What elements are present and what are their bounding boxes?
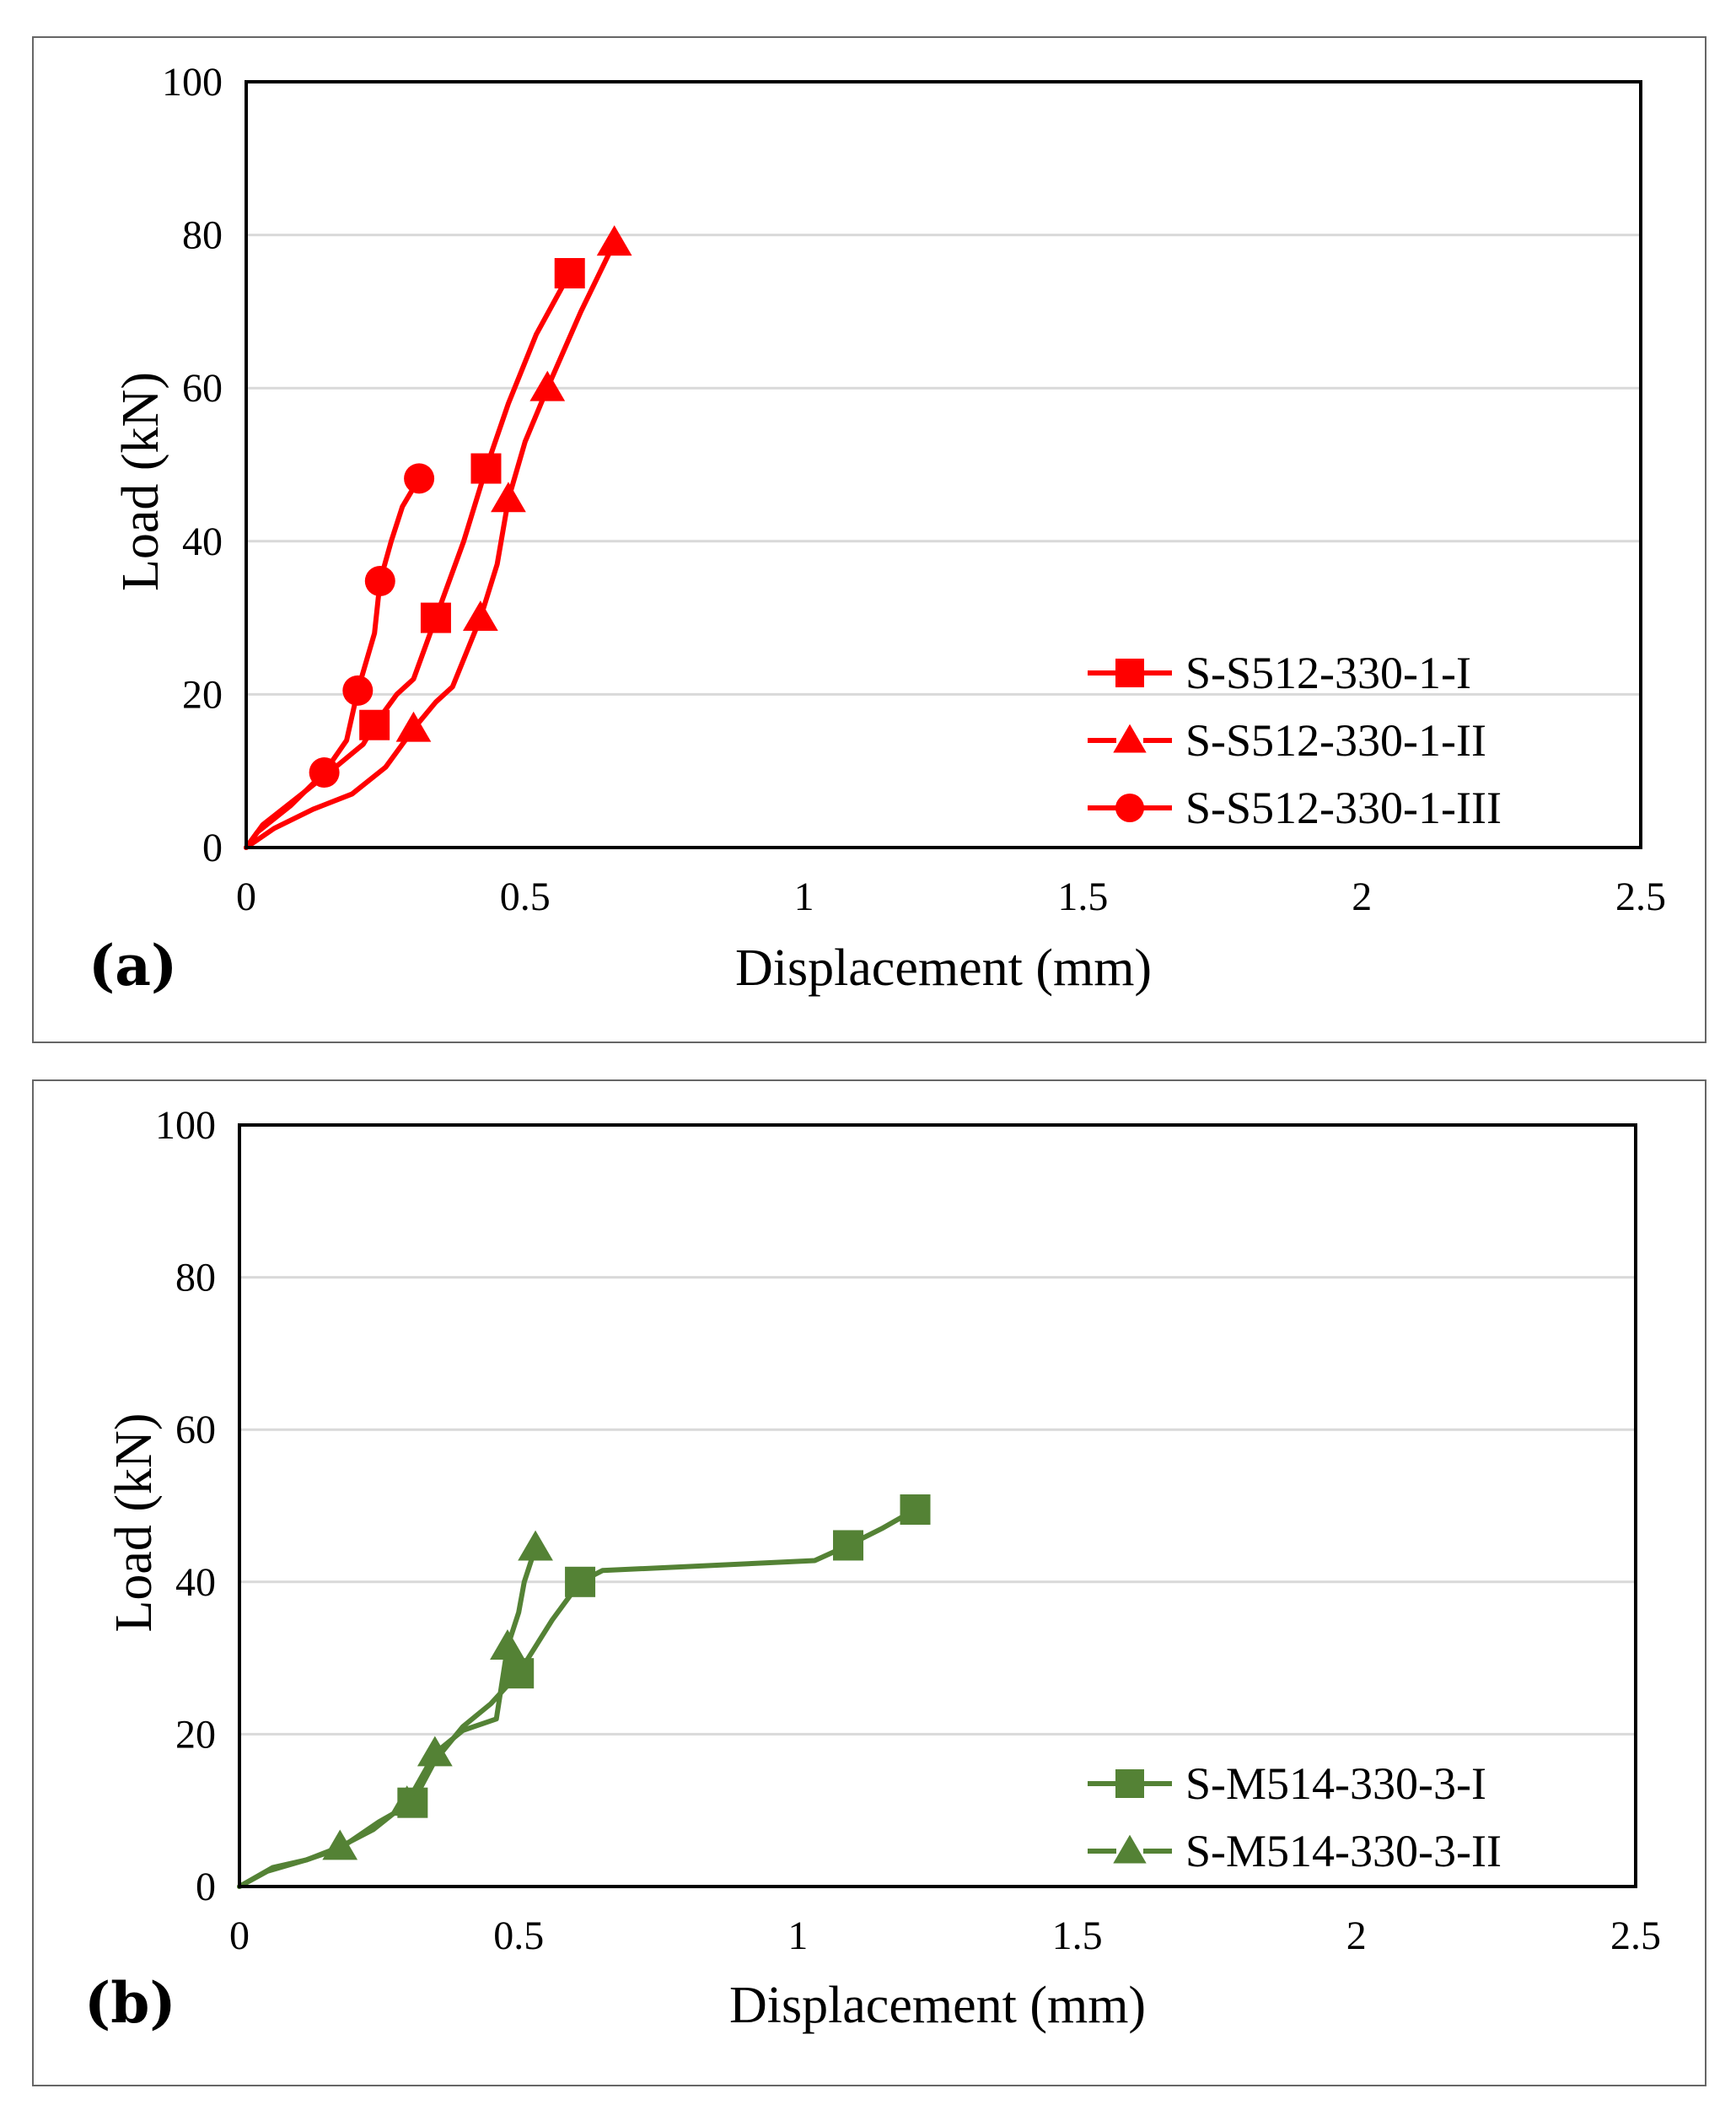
data-point-square <box>470 453 502 484</box>
data-point-square <box>900 1494 931 1526</box>
panel-b-y-tick-label: 0 <box>196 1865 216 1909</box>
panel-b-legend: S-M514-330-3-I S-M514-330-3-II <box>1088 1758 1502 1876</box>
panel-a-x-tick-label: 2 <box>1352 875 1372 919</box>
data-point-triangle <box>395 711 432 742</box>
panel-a-x-tick-label: 2.5 <box>1615 875 1666 919</box>
panel-b-gridlines <box>239 1276 1636 1736</box>
series-line-2 <box>244 240 617 850</box>
panel-b-x-axis-title: Displacement (mm) <box>729 1977 1146 2034</box>
panel-b-x-tick-label: 0.5 <box>493 1914 544 1958</box>
data-point-triangle <box>529 370 566 401</box>
panel-a-legend: S-S512-330-1-I S-S512-330-1-II S-S512-33… <box>1088 648 1502 833</box>
panel-a-border <box>32 36 1706 1043</box>
panel-b: 0 20 40 60 80 100 0 0.5 1 1.5 2 2.5 Disp… <box>32 1079 1706 2086</box>
data-point-circle <box>342 675 374 706</box>
legend-marker <box>1113 1834 1147 1864</box>
legend-marker <box>1115 794 1144 822</box>
panel-b-x-tick-label: 1 <box>787 1914 808 1958</box>
legend-label: S-M514-330-3-I <box>1185 1758 1486 1809</box>
legend-marker-triangle <box>1113 1834 1147 1864</box>
panel-b-series <box>237 1494 931 1889</box>
panel-a-gridlines <box>246 234 1641 696</box>
data-point-triangle <box>322 1829 358 1860</box>
panel-b-y-tick-label: 60 <box>175 1408 216 1452</box>
panel-b-x-tick-label: 2 <box>1346 1914 1367 1958</box>
panel-b-y-tick-label: 40 <box>175 1560 216 1605</box>
panel-a: 0 20 40 60 80 100 0 0.5 1 1.5 2 2.5 Disp… <box>32 36 1706 1043</box>
panel-b-x-ticks: 0 0.5 1 1.5 2 2.5 <box>229 1914 1661 1958</box>
legend-marker-square <box>1115 1769 1144 1798</box>
panel-b-y-tick-label: 100 <box>155 1103 216 1148</box>
data-point-circle <box>309 757 340 789</box>
data-point-square <box>503 1658 535 1689</box>
panel-a-y-ticks: 0 20 40 60 80 100 <box>162 60 223 870</box>
legend-marker <box>1115 1769 1144 1798</box>
legend-label: S-S512-330-1-II <box>1185 715 1486 766</box>
panel-b-y-tick-label: 80 <box>175 1256 216 1300</box>
panel-a-plot-area <box>245 80 1642 849</box>
legend-marker <box>1113 724 1147 753</box>
panel-b-label: (b) <box>84 1970 176 2036</box>
panel-b-y-tick-label: 20 <box>175 1712 216 1757</box>
legend-entry: S-S512-330-1-III <box>1088 783 1502 833</box>
panel-b-y-ticks: 0 20 40 60 80 100 <box>155 1103 216 1909</box>
legend-entry: S-M514-330-3-II <box>1088 1826 1502 1876</box>
legend-marker-circle <box>1115 794 1144 822</box>
legend-label: S-M514-330-3-II <box>1185 1826 1502 1876</box>
panel-a-x-tick-label: 1 <box>794 875 814 919</box>
panel-a-y-tick-label: 0 <box>202 826 223 870</box>
data-point-square <box>359 709 390 740</box>
legend-entry: S-S512-330-1-II <box>1088 715 1486 766</box>
data-point-triangle <box>389 1785 425 1817</box>
panel-b-x-tick-label: 1.5 <box>1052 1914 1103 1958</box>
panel-b-plot-area <box>238 1123 1637 1888</box>
data-point-square <box>833 1530 864 1561</box>
legend-marker <box>1115 659 1144 687</box>
panel-b-y-axis-title: Load (kN) <box>105 1413 163 1633</box>
panel-a-y-tick-label: 80 <box>182 213 223 258</box>
data-point-triangle <box>490 1629 525 1660</box>
legend-entry: S-M514-330-3-I <box>1088 1758 1486 1809</box>
panel-a-x-tick-label: 1.5 <box>1057 875 1108 919</box>
panel-a-x-axis-title: Displacement (mm) <box>735 939 1152 997</box>
data-point-triangle <box>596 225 632 256</box>
data-point-square <box>554 258 585 288</box>
panel-a-y-tick-label: 20 <box>182 672 223 717</box>
data-point-square <box>565 1566 596 1597</box>
panel-b-x-tick-label: 0 <box>229 1914 250 1958</box>
legend-label: S-S512-330-1-III <box>1185 783 1502 833</box>
data-point-triangle <box>417 1736 453 1767</box>
panel-a-x-ticks: 0 0.5 1 1.5 2 2.5 <box>236 875 1666 919</box>
data-point-square <box>420 602 451 633</box>
panel-a-y-tick-label: 100 <box>162 60 223 105</box>
panel-a-y-axis-title: Load (kN) <box>112 372 169 591</box>
panel-a-label: (a) <box>89 933 177 998</box>
legend-entry: S-S512-330-1-I <box>1088 648 1471 698</box>
data-point-triangle <box>462 600 498 631</box>
panel-a-series <box>244 225 632 850</box>
data-point-triangle <box>491 482 526 513</box>
panel-a-x-tick-label: 0.5 <box>500 875 551 919</box>
data-point-circle <box>364 566 395 597</box>
panel-a-y-tick-label: 60 <box>182 366 223 411</box>
legend-marker-square <box>1115 659 1144 687</box>
data-point-circle <box>404 463 435 494</box>
legend-label: S-S512-330-1-I <box>1185 648 1471 698</box>
data-point-triangle <box>518 1530 553 1561</box>
panel-a-x-tick-label: 0 <box>236 875 256 919</box>
legend-marker-triangle <box>1113 724 1147 753</box>
panel-a-y-tick-label: 40 <box>182 519 223 564</box>
panel-b-x-tick-label: 2.5 <box>1610 1914 1661 1958</box>
